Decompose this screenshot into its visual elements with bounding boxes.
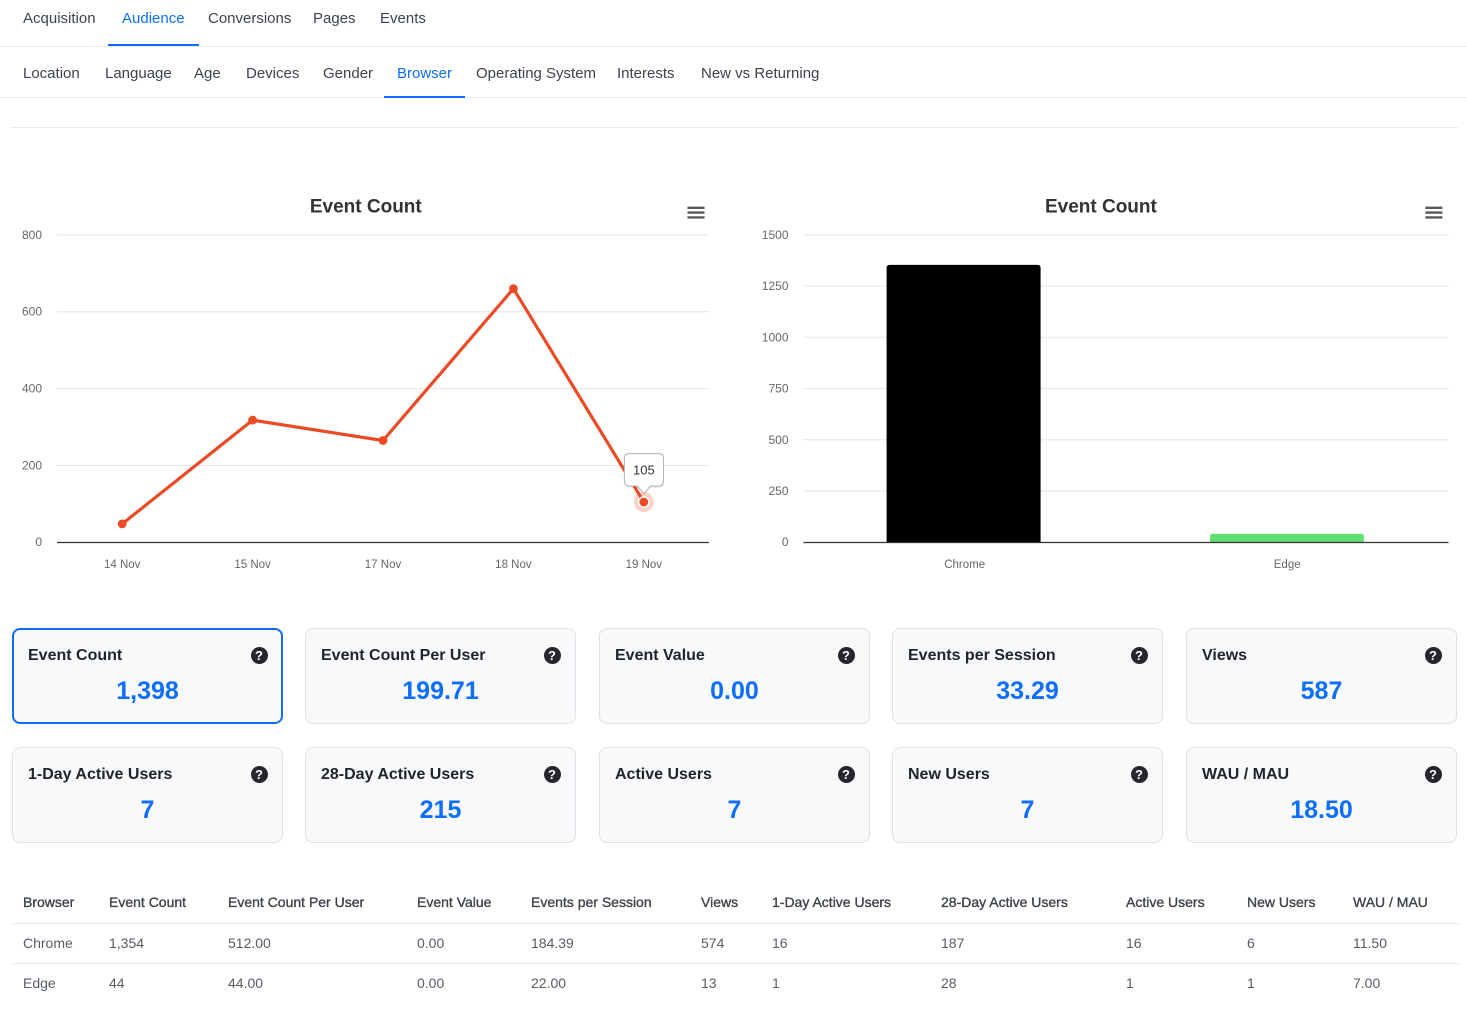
svg-text:Event Count: Event Count [310, 196, 423, 217]
svg-text:105: 105 [633, 463, 655, 478]
svg-text:15 Nov: 15 Nov [234, 559, 271, 571]
svg-text:1500: 1500 [762, 228, 789, 242]
svg-text:200: 200 [22, 458, 42, 472]
svg-text:600: 600 [22, 305, 42, 319]
svg-text:14 Nov: 14 Nov [104, 559, 141, 571]
svg-text:400: 400 [22, 382, 42, 396]
svg-text:500: 500 [768, 433, 788, 447]
svg-text:Edge: Edge [1274, 559, 1301, 571]
svg-text:250: 250 [768, 484, 788, 498]
svg-text:750: 750 [768, 382, 788, 396]
svg-text:19 Nov: 19 Nov [626, 559, 663, 571]
svg-text:18 Nov: 18 Nov [495, 559, 532, 571]
svg-text:1250: 1250 [762, 279, 789, 293]
svg-text:17 Nov: 17 Nov [365, 559, 402, 571]
svg-text:0: 0 [35, 535, 42, 549]
svg-text:1000: 1000 [762, 330, 789, 344]
svg-text:800: 800 [22, 228, 42, 242]
svg-text:Event Count: Event Count [1045, 196, 1158, 217]
svg-text:Chrome: Chrome [944, 559, 985, 571]
svg-text:0: 0 [782, 535, 789, 549]
